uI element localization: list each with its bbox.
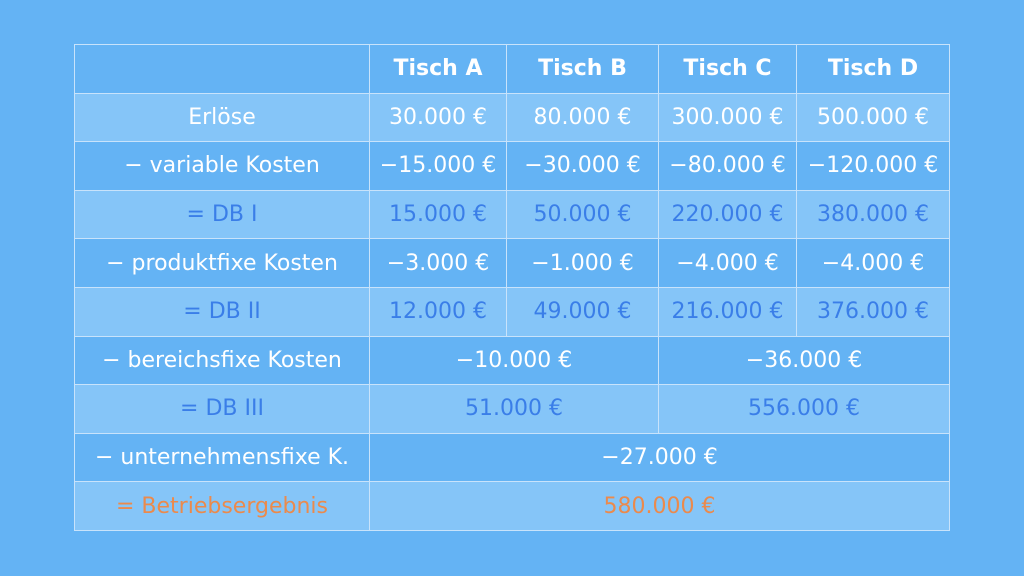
row-label: − bereichsfixe Kosten <box>74 335 370 386</box>
cell-tisch-b: −1.000 € <box>506 238 659 288</box>
cell-tisch-cd: 556.000 € <box>658 384 950 434</box>
cell-tisch-cd: −36.000 € <box>658 335 950 386</box>
cell-tisch-d: 376.000 € <box>796 286 950 337</box>
row-label: = Betriebsergebnis <box>74 481 370 531</box>
row-unternehmensfixe-kosten: − unternehmensfixe K. −27.000 € <box>74 432 950 483</box>
row-label: = DB III <box>74 384 370 434</box>
header-tisch-b: Tisch B <box>506 44 659 94</box>
cell-tisch-d: −4.000 € <box>796 238 950 288</box>
row-erloese: Erlöse 30.000 € 80.000 € 300.000 € 500.0… <box>74 92 950 143</box>
row-label: = DB I <box>74 189 370 240</box>
cell-tisch-b: 80.000 € <box>506 92 659 143</box>
row-produktfixe-kosten: − produktfixe Kosten −3.000 € −1.000 € −… <box>74 238 950 288</box>
cell-tisch-c: −4.000 € <box>658 238 797 288</box>
header-row: Tisch A Tisch B Tisch C Tisch D <box>74 44 950 94</box>
row-label: Erlöse <box>74 92 370 143</box>
row-label: − variable Kosten <box>74 141 370 191</box>
cell-tisch-a: 15.000 € <box>369 189 507 240</box>
cell-tisch-d: 500.000 € <box>796 92 950 143</box>
row-label: = DB II <box>74 286 370 337</box>
cell-tisch-a: −15.000 € <box>369 141 507 191</box>
cell-tisch-d: −120.000 € <box>796 141 950 191</box>
header-empty-cell <box>74 44 370 94</box>
row-db-ii: = DB II 12.000 € 49.000 € 216.000 € 376.… <box>74 286 950 337</box>
cell-tisch-b: 49.000 € <box>506 286 659 337</box>
cell-tisch-a: 30.000 € <box>369 92 507 143</box>
cell-tisch-c: 300.000 € <box>658 92 797 143</box>
cell-tisch-c: 220.000 € <box>658 189 797 240</box>
cell-all-tables: −27.000 € <box>369 432 950 483</box>
cell-all-tables: 580.000 € <box>369 481 950 531</box>
row-db-iii: = DB III 51.000 € 556.000 € <box>74 384 950 434</box>
row-label: − produktfixe Kosten <box>74 238 370 288</box>
header-tisch-c: Tisch C <box>658 44 797 94</box>
cell-tisch-b: −30.000 € <box>506 141 659 191</box>
row-betriebsergebnis: = Betriebsergebnis 580.000 € <box>74 481 950 531</box>
row-db-i: = DB I 15.000 € 50.000 € 220.000 € 380.0… <box>74 189 950 240</box>
cell-tisch-d: 380.000 € <box>796 189 950 240</box>
cell-tisch-ab: −10.000 € <box>369 335 659 386</box>
row-label: − unternehmensfixe K. <box>74 432 370 483</box>
cell-tisch-a: −3.000 € <box>369 238 507 288</box>
header-tisch-d: Tisch D <box>796 44 950 94</box>
cell-tisch-ab: 51.000 € <box>369 384 659 434</box>
cell-tisch-b: 50.000 € <box>506 189 659 240</box>
cell-tisch-c: 216.000 € <box>658 286 797 337</box>
cell-tisch-a: 12.000 € <box>369 286 507 337</box>
cell-tisch-c: −80.000 € <box>658 141 797 191</box>
row-variable-kosten: − variable Kosten −15.000 € −30.000 € −8… <box>74 141 950 191</box>
contribution-margin-table: Tisch A Tisch B Tisch C Tisch D Erlöse 3… <box>74 44 950 531</box>
row-bereichsfixe-kosten: − bereichsfixe Kosten −10.000 € −36.000 … <box>74 335 950 386</box>
header-tisch-a: Tisch A <box>369 44 507 94</box>
